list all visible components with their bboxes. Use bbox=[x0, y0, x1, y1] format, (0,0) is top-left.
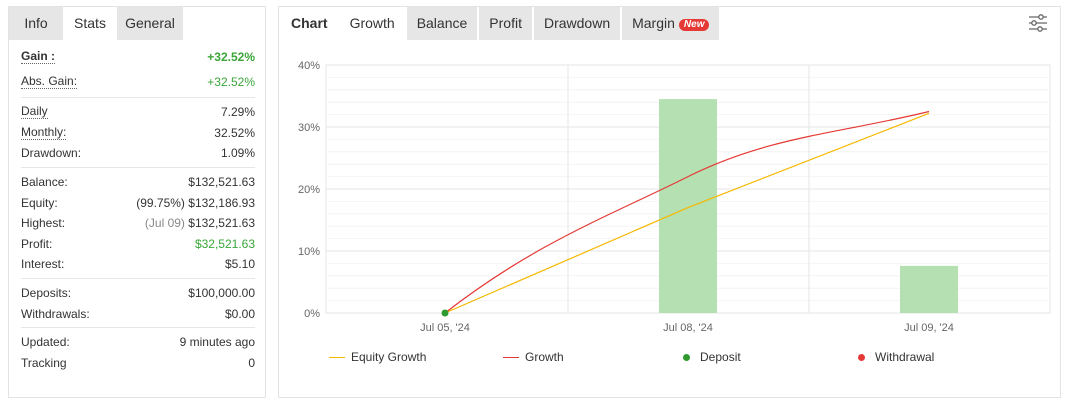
y-tick-label: 20% bbox=[298, 184, 320, 196]
tab-margin[interactable]: Margin New bbox=[622, 7, 720, 40]
interest-value: $5.10 bbox=[224, 257, 255, 272]
profit-label: Profit: bbox=[21, 236, 53, 251]
x-tick-label: Jul 05, '24 bbox=[420, 322, 470, 334]
stat-group-rates: Daily 7.29% Monthly: 32.52% Drawdown: 1.… bbox=[21, 98, 255, 168]
stat-row-monthly: Monthly: 32.52% bbox=[21, 123, 255, 144]
legend-deposit[interactable]: Deposit bbox=[683, 347, 741, 367]
legend-deposit-dot bbox=[683, 353, 690, 361]
left-tabs: Info Stats General bbox=[9, 7, 265, 40]
highest-date: (Jul 09) bbox=[144, 216, 185, 231]
tab-profit[interactable]: Profit bbox=[479, 7, 532, 40]
monthly-value: 32.52% bbox=[214, 125, 255, 140]
legend-withdrawal-label: Withdrawal bbox=[875, 350, 935, 364]
legend-growth[interactable]: Growth bbox=[503, 347, 564, 367]
tab-stats[interactable]: Stats bbox=[63, 7, 117, 40]
legend-growth-line bbox=[503, 356, 519, 358]
highest-value-wrap: (Jul 09) $132,521.63 bbox=[145, 216, 255, 230]
stat-row-withdrawals: Withdrawals: $0.00 bbox=[21, 303, 255, 324]
abs-gain-label[interactable]: Abs. Gain: bbox=[21, 73, 78, 89]
daily-label[interactable]: Daily bbox=[21, 104, 48, 120]
drawdown-label: Drawdown: bbox=[21, 146, 82, 161]
tab-drawdown[interactable]: Drawdown bbox=[533, 7, 621, 40]
legend-withdrawal-dot bbox=[858, 353, 865, 361]
monthly-label[interactable]: Monthly: bbox=[21, 124, 67, 140]
growth-line bbox=[444, 110, 930, 314]
balance-value: $132,521.63 bbox=[188, 175, 255, 190]
legend-growth-label: Growth bbox=[525, 350, 564, 364]
stat-group-updated: Updated: 9 minutes ago Tracking 0 bbox=[21, 328, 255, 376]
withdrawals-value: $0.00 bbox=[224, 306, 255, 321]
withdrawals-label: Withdrawals: bbox=[21, 306, 90, 321]
chart-legend: Equity Growth Growth Deposit Withdrawal bbox=[279, 347, 1062, 367]
legend-equity-growth-line bbox=[329, 356, 345, 358]
tracking-value: 0 bbox=[248, 355, 255, 370]
y-tick-label: 0% bbox=[304, 308, 320, 320]
highest-value: $132,521.63 bbox=[188, 216, 255, 231]
profit-value: $32,521.63 bbox=[194, 236, 255, 251]
tab-general[interactable]: General bbox=[117, 7, 183, 40]
chart-tabs: Chart Growth Balance Profit Drawdown Mar… bbox=[279, 7, 1060, 40]
legend-equity-growth[interactable]: Equity Growth bbox=[329, 347, 426, 367]
new-badge: New bbox=[678, 19, 710, 31]
gain-label[interactable]: Gain : bbox=[21, 48, 56, 64]
stat-group-deposits: Deposits: $100,000.00 Withdrawals: $0.00 bbox=[21, 279, 255, 328]
tab-margin-label: Margin bbox=[632, 15, 675, 31]
interest-label: Interest: bbox=[21, 257, 65, 272]
sliders-icon[interactable] bbox=[1028, 13, 1048, 33]
tracking-label: Tracking bbox=[21, 355, 67, 370]
stat-row-updated: Updated: 9 minutes ago bbox=[21, 332, 255, 353]
stat-row-interest: Interest: $5.10 bbox=[21, 254, 255, 275]
equity-growth-line bbox=[444, 112, 930, 314]
highest-label: Highest: bbox=[21, 216, 66, 231]
legend-deposit-label: Deposit bbox=[700, 350, 741, 364]
deposit-bar bbox=[659, 99, 717, 313]
stat-row-equity: Equity: (99.75%) $132,186.93 bbox=[21, 192, 255, 213]
equity-value: $132,186.93 bbox=[188, 195, 255, 210]
deposits-value: $100,000.00 bbox=[188, 286, 255, 301]
stat-row-tracking: Tracking 0 bbox=[21, 353, 255, 374]
equity-value-wrap: (99.75%) $132,186.93 bbox=[136, 196, 255, 210]
tab-growth[interactable]: Growth bbox=[339, 7, 405, 40]
legend-withdrawal[interactable]: Withdrawal bbox=[858, 347, 934, 367]
balance-label: Balance: bbox=[21, 175, 68, 190]
deposits-label: Deposits: bbox=[21, 286, 72, 301]
stat-row-drawdown: Drawdown: 1.09% bbox=[21, 143, 255, 164]
tab-info[interactable]: Info bbox=[9, 7, 63, 40]
stat-row-balance: Balance: $132,521.63 bbox=[21, 172, 255, 193]
stat-row-deposits: Deposits: $100,000.00 bbox=[21, 283, 255, 304]
growth-chart: 0% 10% 20% 30% 40% Jul 05, '24 Jul 08, '24 Jul … bbox=[298, 60, 1051, 334]
abs-gain-value: +32.52% bbox=[207, 74, 255, 89]
stats-panel: Info Stats General Gain : +32.52% Abs. G… bbox=[8, 6, 266, 398]
updated-label: Updated: bbox=[21, 335, 70, 350]
y-tick-label: 40% bbox=[298, 60, 320, 72]
tab-balance[interactable]: Balance bbox=[406, 7, 478, 40]
gain-value: +32.52% bbox=[207, 49, 255, 64]
stats-body: Gain : +32.52% Abs. Gain: +32.52% Daily … bbox=[9, 40, 265, 376]
daily-value: 7.29% bbox=[220, 105, 255, 120]
x-tick-label: Jul 09, '24 bbox=[904, 322, 954, 334]
equity-percent: (99.75%) bbox=[136, 195, 185, 210]
stat-group-balance: Balance: $132,521.63 Equity: (99.75%) $1… bbox=[21, 168, 255, 279]
y-tick-label: 10% bbox=[298, 246, 320, 258]
chart-panel: Chart Growth Balance Profit Drawdown Mar… bbox=[278, 6, 1061, 398]
tab-chart[interactable]: Chart bbox=[279, 7, 340, 40]
stat-row-gain: Gain : +32.52% bbox=[21, 44, 255, 69]
stat-row-profit: Profit: $32,521.63 bbox=[21, 234, 255, 255]
x-tick-label: Jul 08, '24 bbox=[663, 322, 713, 334]
stat-row-abs-gain: Abs. Gain: +32.52% bbox=[21, 69, 255, 94]
stat-row-daily: Daily 7.29% bbox=[21, 102, 255, 123]
legend-equity-growth-label: Equity Growth bbox=[351, 350, 427, 364]
equity-label: Equity: bbox=[21, 195, 58, 210]
stat-group-gain: Gain : +32.52% Abs. Gain: +32.52% bbox=[21, 40, 255, 98]
deposit-marker bbox=[441, 309, 449, 317]
deposit-bar bbox=[900, 265, 958, 313]
stat-row-highest: Highest: (Jul 09) $132,521.63 bbox=[21, 213, 255, 234]
y-tick-label: 30% bbox=[298, 122, 320, 134]
updated-value: 9 minutes ago bbox=[179, 335, 255, 350]
drawdown-value: 1.09% bbox=[220, 146, 255, 161]
